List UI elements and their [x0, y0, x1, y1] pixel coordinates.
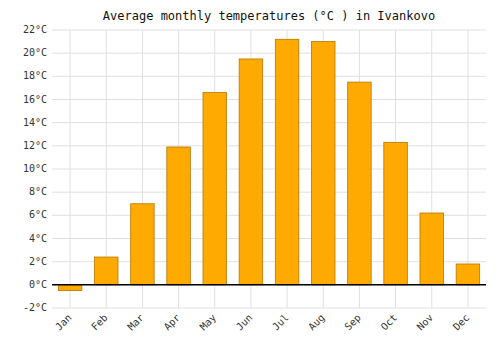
bar — [384, 142, 408, 284]
zero-line — [52, 284, 486, 286]
x-tick-label: Jul — [270, 312, 291, 333]
y-tick-label: -2°C — [23, 302, 47, 313]
x-tick-label: Aug — [306, 312, 327, 333]
bar — [311, 42, 335, 285]
bar — [456, 264, 480, 285]
y-tick-label: 14°C — [23, 117, 47, 128]
x-tick-label: Sep — [342, 312, 363, 333]
x-tick-label: Feb — [89, 312, 110, 333]
y-grid-line — [52, 30, 486, 31]
bar — [203, 93, 227, 285]
x-tick-label: Apr — [162, 312, 183, 333]
y-grid-line — [52, 76, 486, 77]
bar — [131, 204, 155, 285]
y-grid-line — [52, 122, 486, 123]
y-grid-line — [52, 308, 486, 309]
bar — [239, 59, 263, 285]
y-tick-label: 4°C — [29, 233, 47, 244]
y-grid-line — [52, 145, 486, 146]
bar — [275, 39, 299, 285]
y-tick-label: 18°C — [23, 70, 47, 81]
x-tick-label: Nov — [415, 312, 436, 333]
y-grid-line — [52, 192, 486, 193]
bar — [94, 257, 118, 285]
bars — [58, 39, 479, 290]
y-tick-label: 6°C — [29, 209, 47, 220]
grid — [52, 30, 486, 308]
x-tick-label: Oct — [379, 312, 400, 333]
x-tick-label: Mar — [125, 312, 146, 333]
y-grid-line — [52, 169, 486, 170]
title: Average monthly temperatures (°C ) in Iv… — [103, 9, 435, 23]
y-tick-label: 0°C — [29, 279, 47, 290]
bar — [58, 285, 82, 291]
y-grid-line — [52, 53, 486, 54]
axes: -2°C 0°C 2°C 4°C 6°C 8°C 10°C 12°C 14°C 16°C 18°C 2… — [23, 24, 472, 332]
bar — [420, 213, 444, 285]
y-tick-label: 10°C — [23, 163, 47, 174]
y-tick-label: 20°C — [23, 47, 47, 58]
y-tick-label: 12°C — [23, 140, 47, 151]
y-tick-label: 16°C — [23, 94, 47, 105]
chart-container: -2°C 0°C 2°C 4°C 6°C 8°C 10°C 12°C 14°C 16°C 18°C 2… — [0, 0, 500, 350]
x-tick-label: May — [198, 312, 219, 333]
y-grid-line — [52, 284, 486, 285]
x-tick-label: Jan — [53, 312, 74, 333]
bar — [167, 147, 191, 285]
y-tick-label: 22°C — [23, 24, 47, 35]
chart-svg: -2°C 0°C 2°C 4°C 6°C 8°C 10°C 12°C 14°C 16°C 18°C 2… — [0, 0, 500, 350]
y-tick-label: 2°C — [29, 256, 47, 267]
y-grid-line — [52, 99, 486, 100]
x-grid-line — [70, 30, 71, 308]
bar — [348, 82, 372, 285]
x-tick-label: Jun — [234, 312, 255, 333]
x-tick-label: Dec — [451, 312, 472, 333]
y-tick-label: 8°C — [29, 186, 47, 197]
